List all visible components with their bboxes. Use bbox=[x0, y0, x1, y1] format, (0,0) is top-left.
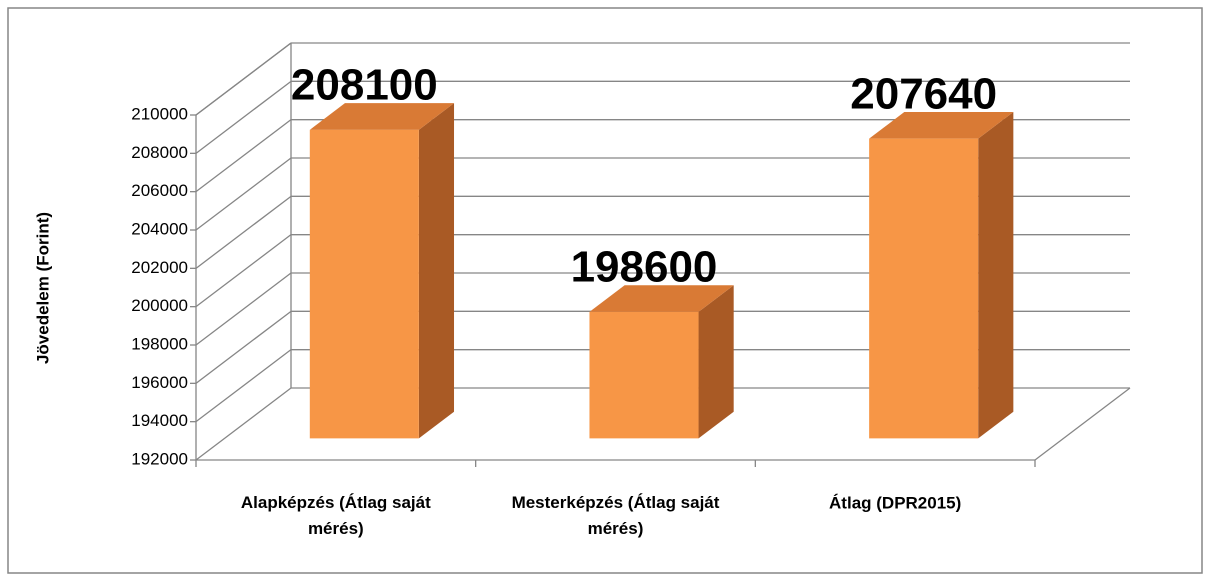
grid-line bbox=[195, 42, 292, 116]
y-tick-label: 208000 bbox=[131, 143, 188, 162]
y-tick-label: 204000 bbox=[131, 219, 188, 238]
bar-top bbox=[869, 111, 1014, 139]
grid-line bbox=[195, 310, 292, 384]
grid-line bbox=[195, 272, 292, 346]
x-tick-label-line: mérés) bbox=[308, 519, 364, 538]
bar-front bbox=[869, 138, 979, 439]
y-tick-label: 196000 bbox=[131, 373, 188, 392]
grid-line bbox=[195, 157, 292, 231]
x-tick-label: Átlag (DPR2015) bbox=[829, 493, 961, 512]
x-tick-label: Mesterképzés (Átlag saját mérés) bbox=[512, 493, 720, 538]
value-label: 208100 bbox=[291, 60, 438, 109]
bar-side bbox=[418, 103, 455, 439]
y-tick-label: 198000 bbox=[131, 334, 188, 353]
bar bbox=[309, 103, 455, 439]
bar bbox=[589, 285, 734, 439]
grid-line bbox=[195, 195, 292, 269]
bar bbox=[869, 111, 1014, 439]
value-label: 207640 bbox=[850, 69, 997, 118]
grid-line bbox=[195, 349, 292, 423]
bar-side bbox=[698, 285, 734, 439]
bar-top bbox=[589, 285, 734, 312]
x-tick-label-line: mérés) bbox=[588, 519, 644, 538]
y-tick-label: 206000 bbox=[131, 181, 188, 200]
bar-front bbox=[309, 129, 419, 439]
floor-edge bbox=[1034, 387, 1131, 461]
x-tick-label-line: Mesterképzés (Átlag saját bbox=[512, 493, 720, 512]
y-tick-label: 200000 bbox=[131, 296, 188, 315]
y-tick-label: 192000 bbox=[131, 449, 188, 468]
grid-line bbox=[195, 119, 292, 193]
grid-line bbox=[195, 387, 292, 461]
bar-front bbox=[589, 311, 699, 439]
bar-side bbox=[978, 111, 1014, 439]
value-label: 198600 bbox=[571, 243, 718, 292]
x-tick-label: Alapképzés (Átlag saját mérés) bbox=[241, 493, 431, 538]
grid-line bbox=[195, 234, 292, 308]
y-tick-label: 194000 bbox=[131, 411, 188, 430]
y-tick-label: 210000 bbox=[131, 104, 188, 123]
y-axis-title: Jövedelem (Forint) bbox=[33, 212, 52, 364]
bar-top bbox=[309, 103, 455, 130]
y-tick-label: 202000 bbox=[131, 258, 188, 277]
x-tick-label-line: Alapképzés (Átlag saját bbox=[241, 493, 431, 512]
grid-line bbox=[195, 80, 292, 154]
